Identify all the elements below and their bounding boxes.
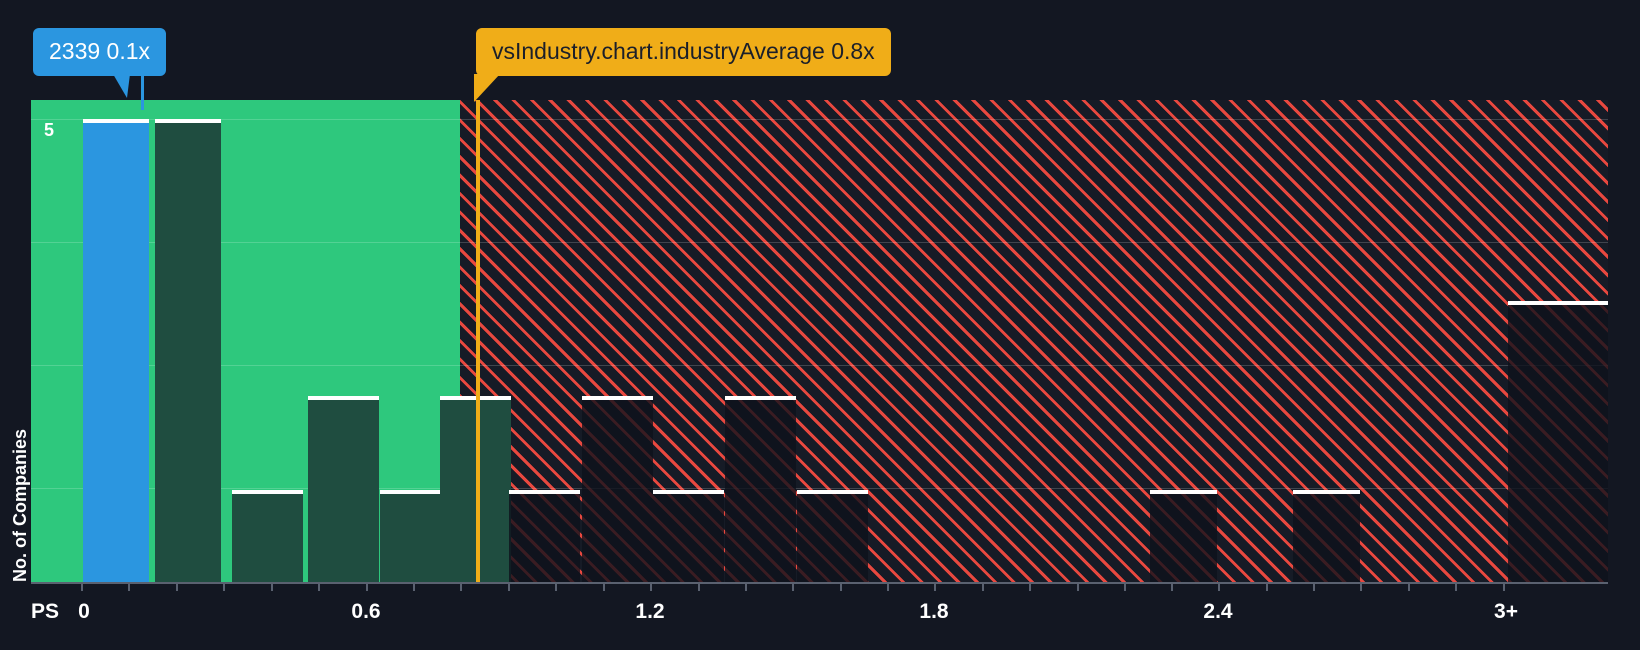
- y-axis-title: No. of Companies: [10, 428, 30, 582]
- company-callout-tail: [113, 74, 130, 98]
- industry-average-marker-line: [476, 100, 480, 582]
- plot-area: [31, 100, 1608, 582]
- table-row[interactable]: [232, 490, 303, 582]
- table-row[interactable]: [1293, 490, 1360, 582]
- x-axis-tick: [366, 582, 368, 591]
- x-axis-tick: [1266, 582, 1268, 591]
- x-axis-tick: [1218, 582, 1220, 591]
- x-axis-label-3plus: 3+: [1494, 600, 1518, 623]
- x-axis-tick: [1029, 582, 1031, 591]
- table-row[interactable]: [653, 490, 724, 582]
- x-axis-label-1.2: 1.2: [635, 600, 665, 623]
- gridline-2: [31, 488, 1608, 489]
- x-axis-tick: [223, 582, 225, 591]
- x-axis-tick: [934, 582, 936, 591]
- x-axis-tick: [1313, 582, 1315, 591]
- x-axis-tick: [1124, 582, 1126, 591]
- y-axis-tick-label: 5: [44, 120, 55, 140]
- x-axis-title: PS: [31, 600, 60, 623]
- x-axis-tick: [128, 582, 130, 591]
- x-axis-label-1.8: 1.8: [919, 600, 949, 623]
- x-axis-tick: [1408, 582, 1410, 591]
- company-marker-stem: [141, 74, 144, 110]
- table-row[interactable]: [725, 396, 796, 582]
- table-row[interactable]: [797, 490, 868, 582]
- x-axis-tick: [1171, 582, 1173, 591]
- table-row[interactable]: [155, 119, 221, 582]
- x-axis-tick: [698, 582, 700, 591]
- x-axis-tick: [460, 582, 462, 591]
- x-axis-tick: [650, 582, 652, 591]
- x-axis-tick: [1360, 582, 1362, 591]
- x-axis-tick: [792, 582, 794, 591]
- overvalued-zone-hatch-band: [460, 100, 1608, 582]
- x-axis-label-0: 0: [78, 600, 90, 623]
- table-row[interactable]: [509, 490, 580, 582]
- table-row[interactable]: [1150, 490, 1217, 582]
- x-axis-tick: [413, 582, 415, 591]
- table-row[interactable]: [440, 396, 511, 582]
- x-axis-label-0.6: 0.6: [351, 600, 381, 623]
- table-row[interactable]: [308, 396, 379, 582]
- industry-average-callout[interactable]: vsIndustry.chart.industryAverage 0.8x: [476, 28, 891, 77]
- x-axis-tick: [1077, 582, 1079, 591]
- x-axis-line: [31, 582, 1608, 584]
- x-axis-tick: [1455, 582, 1457, 591]
- gridline-5: [31, 119, 1608, 120]
- x-axis-tick: [508, 582, 510, 591]
- x-axis-tick: [1503, 582, 1505, 591]
- x-axis-tick: [982, 582, 984, 591]
- x-axis-tick: [603, 582, 605, 591]
- x-axis-tick: [555, 582, 557, 591]
- gridline-4: [31, 242, 1608, 243]
- x-axis-tick: [81, 582, 83, 591]
- x-axis-tick: [176, 582, 178, 591]
- x-axis-tick: [887, 582, 889, 591]
- table-row[interactable]: [380, 490, 451, 582]
- table-row[interactable]: [1508, 301, 1608, 582]
- x-axis-tick: [745, 582, 747, 591]
- company-callout[interactable]: 2339 0.1x: [33, 28, 167, 77]
- bar-selected-0.1[interactable]: [83, 119, 149, 582]
- x-axis-tick: [271, 582, 273, 591]
- x-axis-tick: [840, 582, 842, 591]
- x-axis-label-2.4: 2.4: [1203, 600, 1233, 623]
- industry-callout-tail: [474, 74, 500, 102]
- table-row[interactable]: [582, 396, 653, 582]
- gridline-3: [31, 365, 1608, 366]
- x-axis-tick: [318, 582, 320, 591]
